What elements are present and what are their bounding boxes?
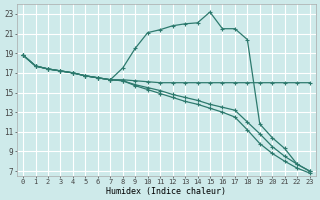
X-axis label: Humidex (Indice chaleur): Humidex (Indice chaleur): [106, 187, 226, 196]
